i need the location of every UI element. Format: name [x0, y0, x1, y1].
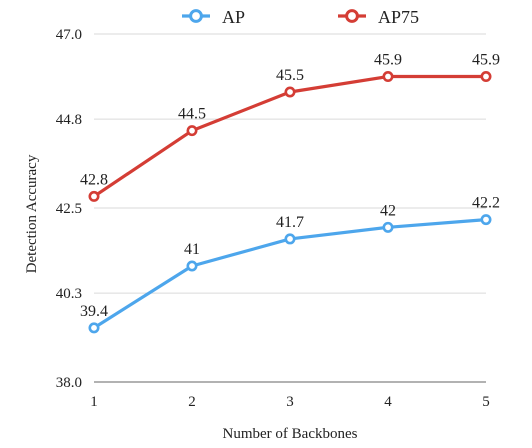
data-label-ap75: 42.8: [80, 171, 108, 188]
data-label-ap75: 44.5: [178, 106, 206, 123]
y-tick-labels: 38.0 40.3 42.5 44.8 47.0: [56, 27, 82, 391]
data-label-ap: 42: [380, 202, 396, 219]
data-label-ap75: 45.5: [276, 67, 304, 84]
data-point-ap: [186, 260, 198, 272]
legend-marker: [189, 9, 203, 23]
data-label-ap: 41.7: [276, 214, 304, 231]
data-point-ap: [88, 322, 100, 334]
data-point-ap75: [186, 125, 198, 137]
data-point-ap75: [284, 86, 296, 98]
data-label-ap: 39.4: [80, 303, 108, 320]
legend: AP AP75: [182, 7, 419, 27]
data-label-ap: 41: [184, 241, 200, 258]
data-point-ap75: [480, 71, 492, 83]
x-tick-labels: 1 2 3 4 5: [90, 394, 490, 410]
y-tick-label: 44.8: [56, 112, 82, 128]
data-point-ap75: [88, 190, 100, 202]
legend-label: AP75: [378, 7, 419, 27]
legend-marker: [345, 9, 359, 23]
x-tick-label: 5: [482, 394, 490, 410]
legend-label: AP: [222, 7, 245, 27]
data-label-ap75: 45.9: [374, 52, 402, 69]
series: [88, 71, 492, 334]
y-tick-label: 38.0: [56, 375, 82, 391]
y-tick-label: 40.3: [56, 286, 82, 302]
data-point-ap75: [382, 71, 394, 83]
data-label-ap: 42.2: [472, 195, 500, 212]
y-axis-title: Detection Accuracy: [24, 154, 40, 273]
gridlines: [94, 33, 486, 294]
data-label-ap75: 45.9: [472, 52, 500, 69]
x-tick-label: 3: [286, 394, 294, 410]
data-point-ap: [284, 233, 296, 245]
x-axis-title: Number of Backbones: [223, 426, 358, 442]
x-tick-label: 2: [188, 394, 196, 410]
y-tick-label: 47.0: [56, 27, 82, 43]
x-tick-label: 1: [90, 394, 98, 410]
data-labels: 39.4 41 41.7 42 42.2 42.8 44.5 45.5 45.9 45.9: [80, 52, 500, 320]
data-point-ap: [480, 214, 492, 226]
data-point-ap: [382, 221, 394, 233]
y-tick-label: 42.5: [56, 201, 82, 217]
x-tick-label: 4: [384, 394, 392, 410]
